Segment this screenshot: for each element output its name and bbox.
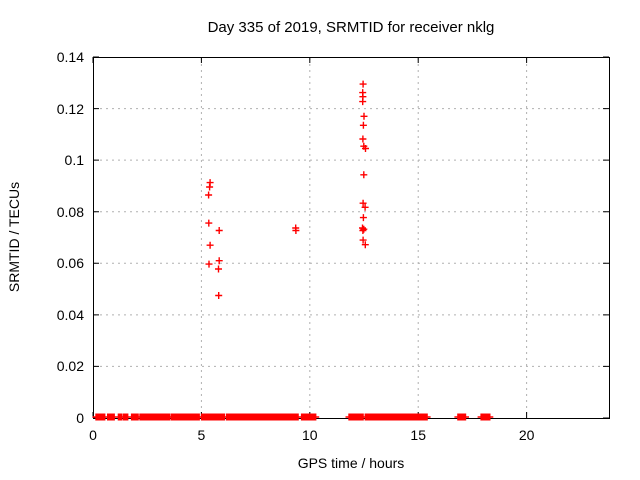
x-tick-label: 10 xyxy=(302,427,318,443)
chart-title: Day 335 of 2019, SRMTID for receiver nkl… xyxy=(207,19,495,36)
axis-tick-marks xyxy=(92,56,609,419)
y-tick-label: 0 xyxy=(76,410,84,426)
x-tick-label: 15 xyxy=(410,427,426,443)
y-tick-label: 0.08 xyxy=(56,203,84,220)
y-tick-label: 0.04 xyxy=(56,306,84,323)
scatter-data-markers xyxy=(205,80,369,299)
y-tick-label: 0.14 xyxy=(56,49,84,65)
y-tick-label: 0.02 xyxy=(56,358,84,375)
x-tick-label: 0 xyxy=(89,427,97,443)
x-tick-label: 5 xyxy=(197,427,206,443)
y-tick-label: 0.12 xyxy=(56,100,84,117)
grid-lines xyxy=(94,58,608,417)
y-tick-label: 0.06 xyxy=(56,255,84,272)
x-axis-label: GPS time / hours xyxy=(297,455,405,471)
plot-border xyxy=(93,57,610,419)
x-tick-label: 20 xyxy=(518,427,535,443)
y-tick-label: 0.1 xyxy=(64,152,84,169)
baseline-data-markers xyxy=(92,413,494,421)
